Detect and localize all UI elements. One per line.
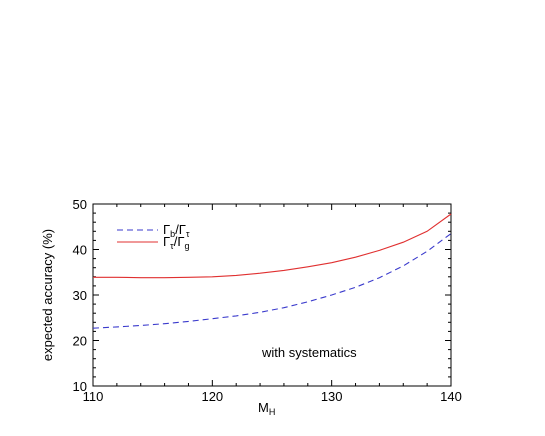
x-tick-label: 130 <box>321 389 343 404</box>
y-tick-label: 50 <box>73 197 87 212</box>
x-axis-label: MH <box>258 400 275 417</box>
y-axis-label: expected accuracy (%) <box>40 229 55 361</box>
y-tick-label: 40 <box>73 243 87 258</box>
annotation: with systematics <box>261 345 357 360</box>
y-tick-label: 20 <box>73 334 87 349</box>
legend-label-series-1: Γb/Γτ <box>163 222 190 239</box>
ticks <box>92 203 452 387</box>
legend-label-series-2: Γτ/Γg <box>163 234 190 251</box>
series-lines <box>92 213 452 329</box>
series-line-2 <box>93 213 452 279</box>
tick-labels: 110 120 130 140 10 20 30 40 50 <box>73 197 462 404</box>
x-tick-label: 120 <box>201 389 223 404</box>
x-tick-label: 110 <box>83 389 104 404</box>
x-tick-label: 140 <box>440 389 462 404</box>
y-tick-label: 30 <box>73 288 87 303</box>
legend: Γb/Γτ Γτ/Γg <box>117 222 190 251</box>
series-line-1 <box>92 233 452 329</box>
y-tick-label: 10 <box>73 379 87 394</box>
